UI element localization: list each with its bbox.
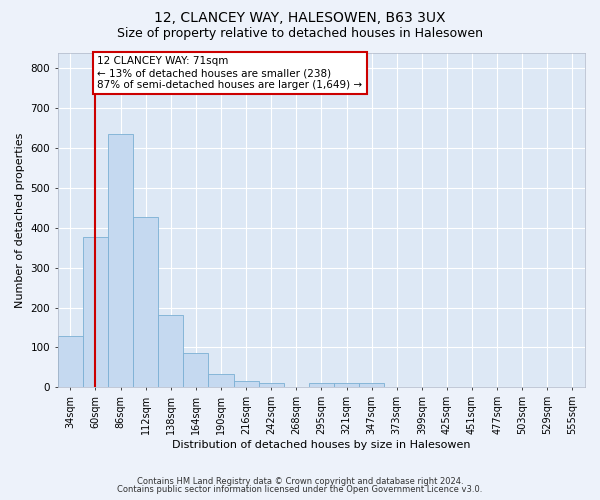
Bar	[259, 384, 284, 388]
Y-axis label: Number of detached properties: Number of detached properties	[15, 132, 25, 308]
Bar	[208, 374, 233, 388]
Bar	[83, 237, 108, 388]
Bar	[334, 384, 359, 388]
Text: Contains HM Land Registry data © Crown copyright and database right 2024.: Contains HM Land Registry data © Crown c…	[137, 477, 463, 486]
Bar	[133, 216, 158, 388]
Text: 12 CLANCEY WAY: 71sqm
← 13% of detached houses are smaller (238)
87% of semi-det: 12 CLANCEY WAY: 71sqm ← 13% of detached …	[97, 56, 362, 90]
Bar	[158, 315, 184, 388]
Bar	[233, 382, 259, 388]
Text: Contains public sector information licensed under the Open Government Licence v3: Contains public sector information licen…	[118, 485, 482, 494]
Bar	[184, 353, 208, 388]
X-axis label: Distribution of detached houses by size in Halesowen: Distribution of detached houses by size …	[172, 440, 470, 450]
Bar	[58, 336, 83, 388]
Text: 12, CLANCEY WAY, HALESOWEN, B63 3UX: 12, CLANCEY WAY, HALESOWEN, B63 3UX	[154, 12, 446, 26]
Bar	[309, 384, 334, 388]
Bar	[108, 134, 133, 388]
Text: Size of property relative to detached houses in Halesowen: Size of property relative to detached ho…	[117, 26, 483, 40]
Bar	[359, 384, 384, 388]
